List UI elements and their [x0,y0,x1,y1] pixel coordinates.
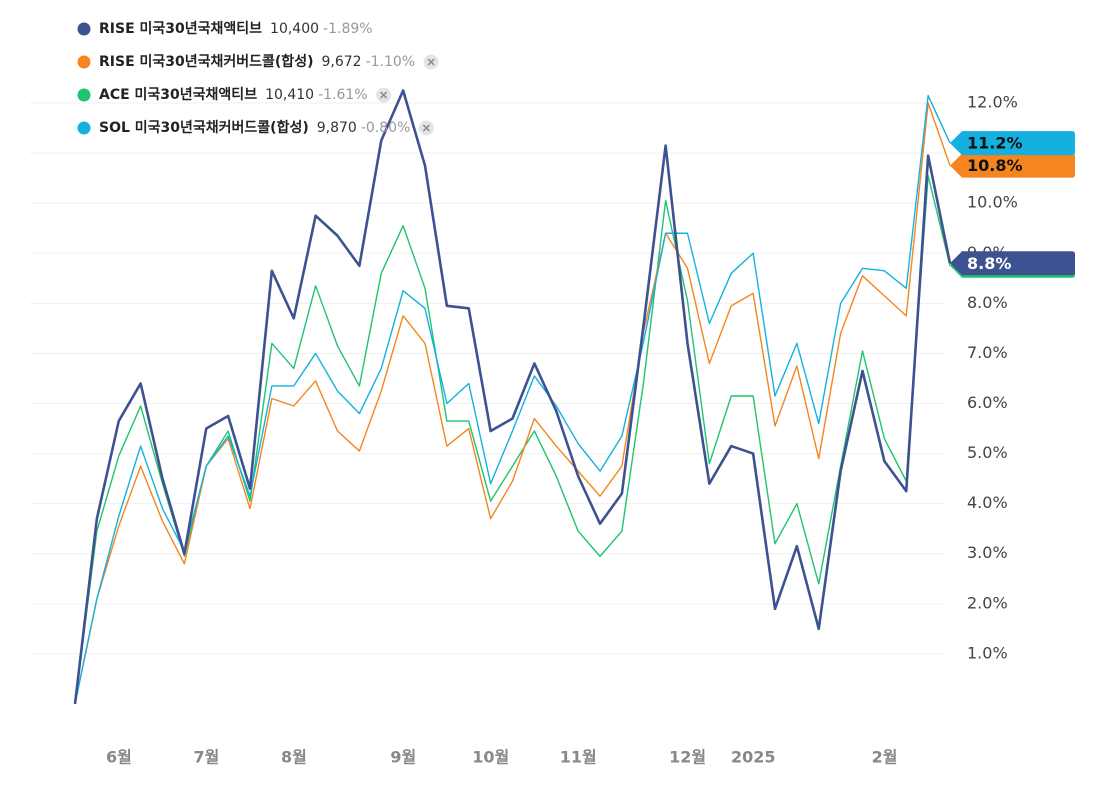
end-tag-label: 11.2% [967,134,1023,153]
legend-remove-button[interactable] [418,120,434,136]
series-line [74,94,951,705]
y-tick-label: 12.0% [967,93,1018,112]
legend-name: SOL 미국30년국채커버드콜(합성) [99,119,309,136]
y-tick-label: 4.0% [967,493,1008,512]
legend-change: -1.61% [318,87,368,103]
end-tag [950,131,1075,156]
legend-remove-button[interactable] [423,54,439,70]
remove-x [427,58,435,66]
y-tick-label: 1.0% [967,643,1008,662]
legend-name: RISE 미국30년국채액티브 [99,20,262,37]
series-line [74,102,951,705]
legend-dot [77,121,91,135]
series-line [74,174,951,705]
end-tag [950,153,1075,178]
end-tag [950,251,1075,276]
x-tick-label: 2월 [872,748,898,767]
legend-change: -1.89% [323,21,373,37]
y-tick-label: 6.0% [967,393,1008,412]
legend-price: 9,672 [321,54,361,70]
y-tick-label: 2.0% [967,593,1008,612]
legend-price: 9,870 [317,120,357,136]
end-tag-label: 10.8% [967,156,1023,175]
series-line [73,89,952,705]
legend-name: RISE 미국30년국채커버드콜(합성) [99,53,313,70]
x-tick-label: 2025 [731,748,776,767]
x-tick-label: 8월 [281,748,307,767]
legend-price: 10,400 [270,21,319,37]
y-tick-label: 10.0% [967,193,1018,212]
x-tick-label: 6월 [106,748,132,767]
x-tick-label: 12월 [669,748,706,767]
x-tick-label: 7월 [193,748,219,767]
end-tag-label: 8.8% [967,254,1011,273]
y-tick-label: 7.0% [967,343,1008,362]
legend-name: ACE 미국30년국채액티브 [99,86,257,103]
legend-remove-button[interactable] [376,87,392,103]
y-tick-label: 5.0% [967,443,1008,462]
x-tick-label: 11월 [560,748,597,767]
remove-x [422,124,430,132]
legend-dot [77,55,91,69]
y-tick-label: 8.0% [967,293,1008,312]
legend-change: -0.80% [361,120,411,136]
legend-dot [77,88,91,102]
legend-change: -1.10% [366,54,416,70]
x-tick-label: 9월 [390,748,416,767]
y-tick-label: 3.0% [967,543,1008,562]
remove-x [380,91,388,99]
legend-dot [77,22,91,36]
legend-price: 10,410 [265,87,314,103]
x-tick-label: 10월 [472,748,509,767]
